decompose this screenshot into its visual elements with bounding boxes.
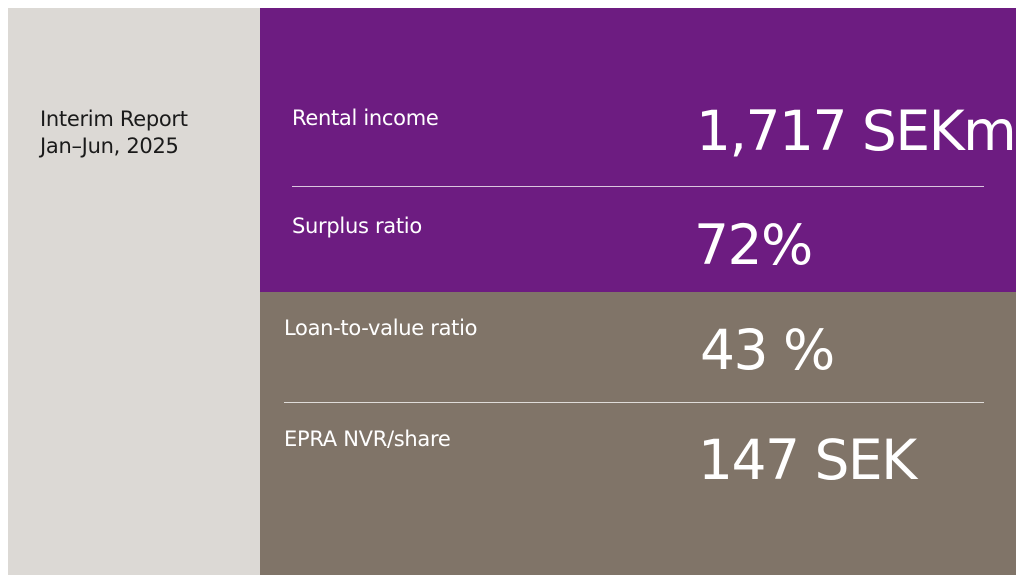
epra-nvr-value: 147 SEK [698, 428, 917, 492]
top-panel: Rental income 1,717 SEKm Surplus ratio 7… [260, 8, 1017, 292]
divider-top [292, 186, 984, 187]
slide: Interim Report Jan–Jun, 2025 Rental inco… [8, 8, 1017, 575]
divider-bottom [284, 402, 984, 403]
bottom-panel: Loan-to-value ratio 43 % EPRA NVR/share … [260, 292, 1016, 575]
report-title-line1: Interim Report [40, 107, 188, 131]
surplus-ratio-value: 72% [694, 213, 813, 277]
rental-income-value: 1,717 SEKm [696, 99, 1017, 163]
rental-income-label: Rental income [292, 106, 439, 130]
left-panel: Interim Report Jan–Jun, 2025 [8, 8, 260, 575]
report-title: Interim Report Jan–Jun, 2025 [40, 106, 188, 160]
epra-nvr-label: EPRA NVR/share [284, 427, 451, 451]
surplus-ratio-label: Surplus ratio [292, 214, 422, 238]
report-period: Jan–Jun, 2025 [40, 134, 179, 158]
loan-to-value-label: Loan-to-value ratio [284, 316, 478, 340]
loan-to-value-value: 43 % [700, 318, 835, 382]
